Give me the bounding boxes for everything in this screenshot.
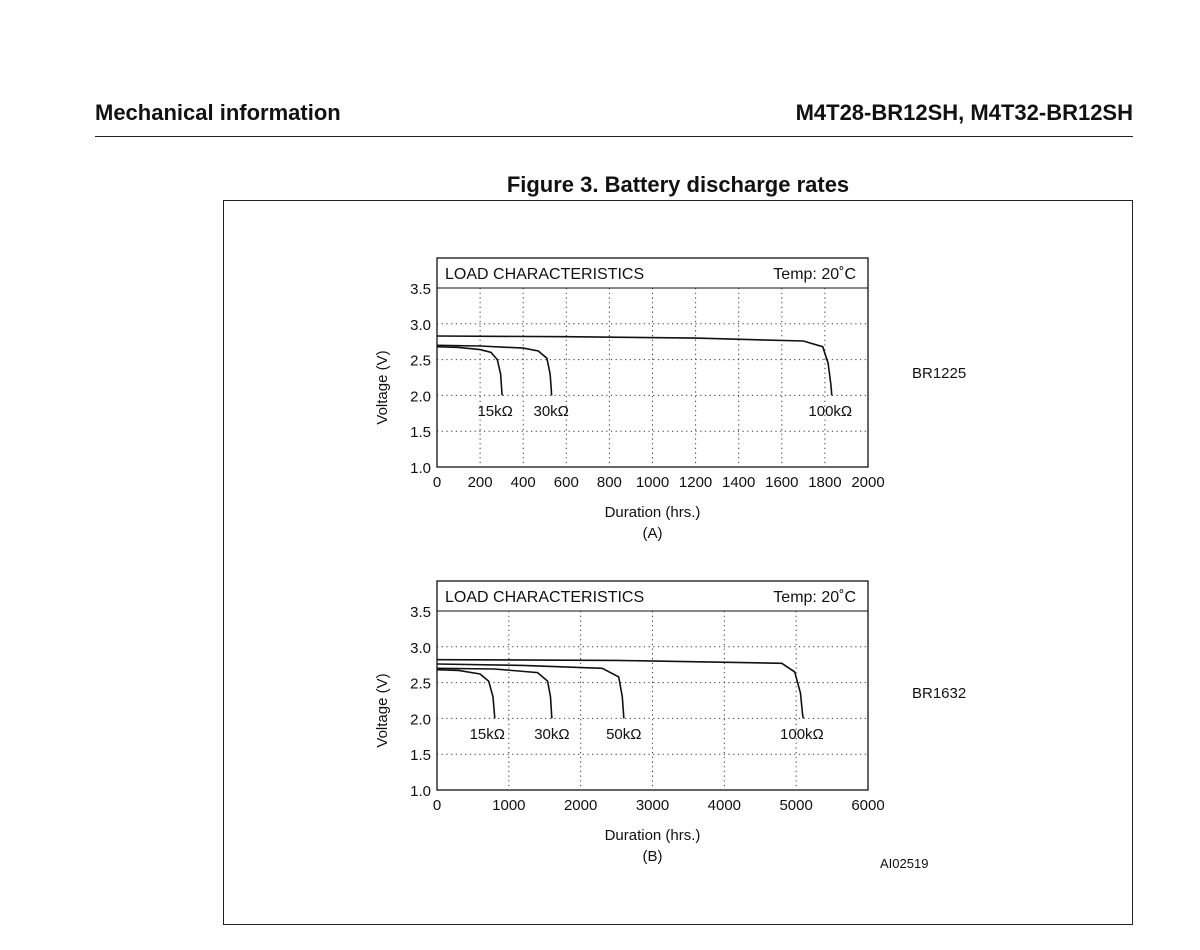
chart-a-x-tick-label: 600 [554,474,579,491]
chart-b-y-tick-label: 3.0 [410,640,431,657]
chart-b-x-tick-label: 0 [433,797,441,814]
chart-a-y-tick-label: 1.0 [410,460,431,477]
chart-a-y-tick-label: 3.5 [410,281,431,298]
figure-frame [223,200,1133,925]
chart-a-x-tick-label: 0 [433,474,441,491]
chart-a-x-tick-label: 1200 [679,474,712,491]
chart-a-plot-frame [436,257,869,468]
chart-a-y-tick-label: 3.0 [410,317,431,334]
chart-b-series-line [436,658,805,719]
chart-b-x-tick-label: 4000 [708,797,741,814]
chart-a-x-tick-label: 1000 [636,474,669,491]
chart-a-x-tick-label: 1400 [722,474,755,491]
chart-a-battery-label: BR1225 [912,365,966,382]
chart-a-temp-annotation: Temp: 20˚C [773,266,856,283]
chart-b-y-tick-label: 2.5 [410,676,431,693]
chart-a-chart-title: LOAD CHARACTERISTICS [445,266,644,283]
chart-a-x-tick-label: 200 [468,474,493,491]
chart-b-chart-title: LOAD CHARACTERISTICS [445,589,644,606]
section-title: Mechanical information [95,100,341,125]
chart-a-x-axis-label: Duration (hrs.) [605,504,701,521]
chart-a-y-axis-label: Voltage (V) [374,350,391,424]
chart-a-x-tick-label: 2000 [851,474,884,491]
chart-b-y-tick-label: 1.0 [410,783,431,800]
chart-a-x-tick-label: 800 [597,474,622,491]
chart-a-sublabel: (A) [643,525,663,542]
chart-b-x-tick-label: 1000 [492,797,525,814]
chart-b-plot-frame [436,580,869,791]
chart-b-x-tick-label: 2000 [564,797,597,814]
chart-b-series-label: 15kΩ [470,726,505,743]
chart-a-y-tick-label: 2.0 [410,388,431,405]
part-numbers: M4T28-BR12SH, M4T32-BR12SH [795,100,1133,125]
chart-a-series-label: 30kΩ [534,403,569,420]
chart-a-series-line [436,345,503,396]
chart-b-sublabel: (B) [643,848,663,865]
chart-b-x-tick-label: 5000 [779,797,812,814]
chart-a-x-tick-label: 1600 [765,474,798,491]
chart-a-series-line [436,344,553,396]
chart-a-x-tick-label: 400 [511,474,536,491]
chart-b-y-tick-label: 2.0 [410,711,431,728]
chart-b-battery-label: BR1632 [912,685,966,702]
chart-a-series-label: 100kΩ [808,403,852,420]
chart-b-series-line [436,668,496,719]
chart-b-series-line [436,663,625,719]
figure-title: Figure 3. Battery discharge rates [506,172,850,197]
chart-a-series-label: 15kΩ [477,403,512,420]
chart-a-y-tick-label: 1.5 [410,424,431,441]
header-rule [95,136,1133,137]
chart-b-y-axis-label: Voltage (V) [374,673,391,747]
chart-b-y-tick-label: 3.5 [410,604,431,621]
chart-b-x-tick-label: 6000 [851,797,884,814]
chart-b-series-line [436,667,553,719]
chart-b-series-label: 50kΩ [606,726,641,743]
chart-a-y-tick-label: 2.5 [410,353,431,370]
chart-b-x-axis-label: Duration (hrs.) [605,827,701,844]
chart-b-series-label: 100kΩ [780,726,824,743]
chart-a-series-line [436,335,833,396]
chart-b-series-label: 30kΩ [534,726,569,743]
chart-b-x-tick-label: 3000 [636,797,669,814]
chart-b-temp-annotation: Temp: 20˚C [773,589,856,606]
chart-b-y-tick-label: 1.5 [410,747,431,764]
chart-a-x-tick-label: 1800 [808,474,841,491]
figure-code: AI02519 [880,856,928,871]
